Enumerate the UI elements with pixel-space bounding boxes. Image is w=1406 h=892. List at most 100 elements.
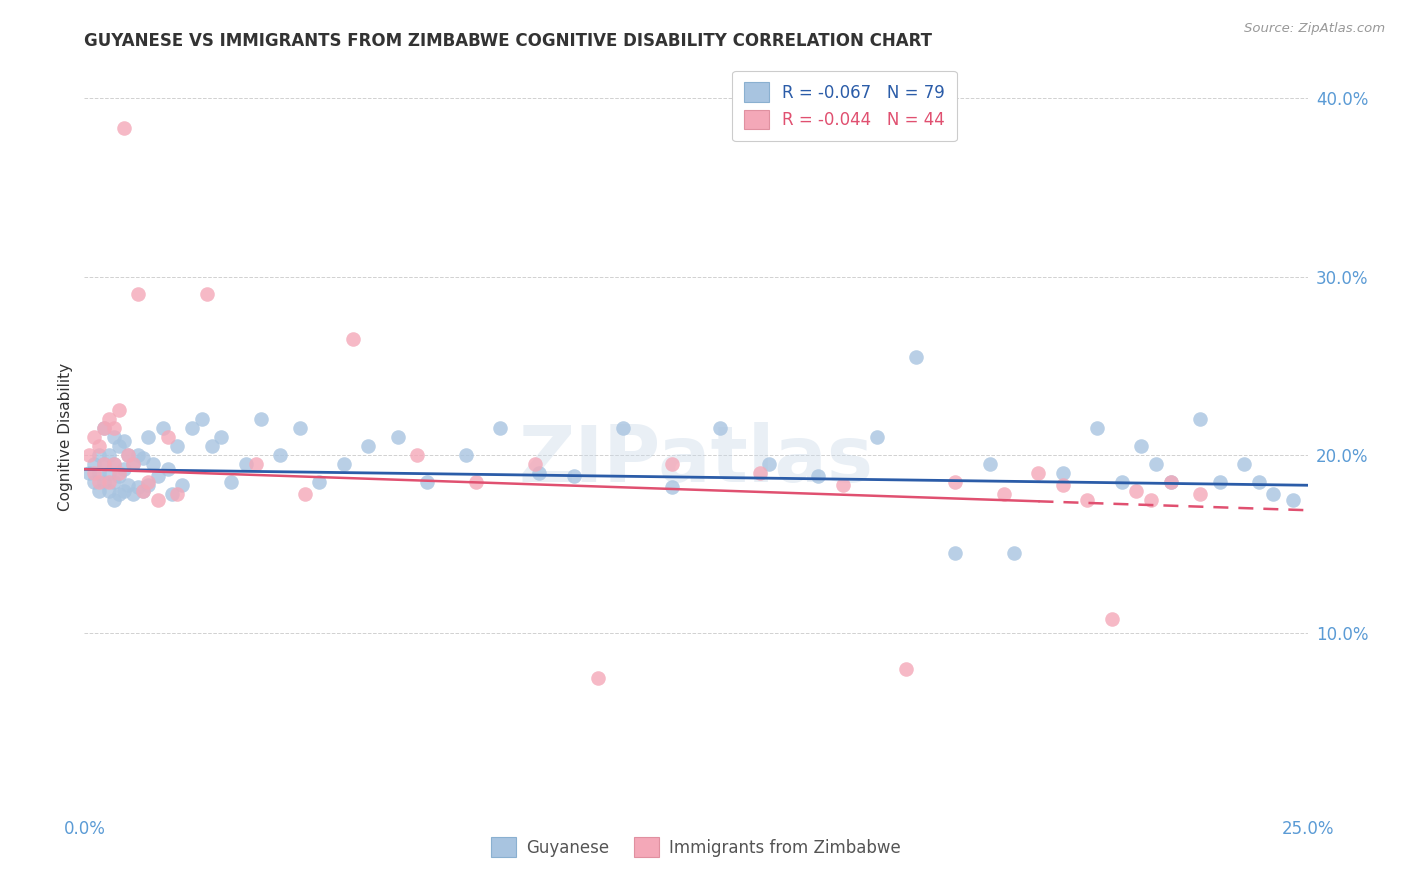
Point bbox=[1076, 492, 1098, 507]
Point bbox=[200, 439, 222, 453]
Point bbox=[146, 469, 169, 483]
Point bbox=[709, 421, 731, 435]
Point bbox=[831, 478, 853, 492]
Point bbox=[1028, 466, 1050, 480]
Point bbox=[195, 287, 218, 301]
Point bbox=[103, 475, 125, 489]
Point bbox=[288, 421, 311, 435]
Point bbox=[136, 478, 159, 492]
Point bbox=[562, 469, 585, 483]
Point bbox=[142, 457, 165, 471]
Point bbox=[136, 475, 159, 489]
Point bbox=[1208, 475, 1230, 489]
Point bbox=[943, 475, 966, 489]
Point bbox=[103, 430, 125, 444]
Point bbox=[1052, 466, 1074, 480]
Point bbox=[235, 457, 257, 471]
Point bbox=[294, 487, 316, 501]
Point bbox=[122, 487, 145, 501]
Point bbox=[103, 421, 125, 435]
Point bbox=[1002, 546, 1025, 560]
Point bbox=[112, 121, 135, 136]
Point bbox=[83, 466, 105, 480]
Point bbox=[406, 448, 429, 462]
Point bbox=[83, 457, 105, 471]
Point bbox=[107, 469, 129, 483]
Point bbox=[905, 350, 928, 364]
Point bbox=[107, 439, 129, 453]
Point bbox=[661, 457, 683, 471]
Point bbox=[181, 421, 204, 435]
Text: ZIPatlas: ZIPatlas bbox=[519, 422, 873, 498]
Point bbox=[1125, 483, 1147, 498]
Text: Source: ZipAtlas.com: Source: ZipAtlas.com bbox=[1244, 22, 1385, 36]
Legend: Guyanese, Immigrants from Zimbabwe: Guyanese, Immigrants from Zimbabwe bbox=[484, 830, 908, 863]
Point bbox=[249, 412, 271, 426]
Point bbox=[387, 430, 409, 444]
Point bbox=[489, 421, 512, 435]
Y-axis label: Cognitive Disability: Cognitive Disability bbox=[58, 363, 73, 511]
Point bbox=[1130, 439, 1153, 453]
Point bbox=[748, 466, 770, 480]
Point bbox=[464, 475, 486, 489]
Point bbox=[529, 466, 551, 480]
Point bbox=[896, 662, 918, 676]
Point bbox=[93, 421, 115, 435]
Point bbox=[136, 430, 159, 444]
Point bbox=[1101, 612, 1123, 626]
Point bbox=[146, 492, 169, 507]
Point bbox=[127, 287, 149, 301]
Point bbox=[97, 475, 120, 489]
Point bbox=[416, 475, 439, 489]
Point bbox=[93, 457, 115, 471]
Point bbox=[1188, 487, 1211, 501]
Point bbox=[107, 403, 129, 417]
Point bbox=[943, 546, 966, 560]
Point bbox=[1233, 457, 1256, 471]
Point bbox=[1160, 475, 1182, 489]
Point bbox=[93, 421, 115, 435]
Point bbox=[87, 448, 110, 462]
Point bbox=[77, 448, 100, 462]
Point bbox=[117, 478, 139, 492]
Point bbox=[127, 448, 149, 462]
Point bbox=[166, 439, 188, 453]
Point bbox=[112, 462, 135, 476]
Point bbox=[219, 475, 242, 489]
Point bbox=[103, 457, 125, 471]
Point bbox=[156, 462, 179, 476]
Point bbox=[191, 412, 214, 426]
Point bbox=[357, 439, 380, 453]
Point bbox=[93, 475, 115, 489]
Point bbox=[132, 483, 155, 498]
Point bbox=[523, 457, 546, 471]
Point bbox=[332, 457, 354, 471]
Point bbox=[87, 466, 110, 480]
Point bbox=[1140, 492, 1163, 507]
Point bbox=[1282, 492, 1305, 507]
Point bbox=[1052, 478, 1074, 492]
Point bbox=[93, 457, 115, 471]
Point bbox=[162, 487, 184, 501]
Point bbox=[209, 430, 232, 444]
Point bbox=[103, 492, 125, 507]
Point bbox=[97, 412, 120, 426]
Point bbox=[1085, 421, 1108, 435]
Point bbox=[586, 671, 609, 685]
Point bbox=[454, 448, 477, 462]
Point bbox=[166, 487, 188, 501]
Point bbox=[152, 421, 174, 435]
Point bbox=[127, 480, 149, 494]
Point bbox=[97, 448, 120, 462]
Point bbox=[156, 430, 179, 444]
Point bbox=[87, 439, 110, 453]
Point bbox=[117, 448, 139, 462]
Point bbox=[77, 466, 100, 480]
Point bbox=[112, 483, 135, 498]
Point bbox=[661, 480, 683, 494]
Point bbox=[97, 483, 120, 498]
Point bbox=[122, 457, 145, 471]
Point bbox=[103, 457, 125, 471]
Point bbox=[308, 475, 330, 489]
Point bbox=[132, 483, 155, 498]
